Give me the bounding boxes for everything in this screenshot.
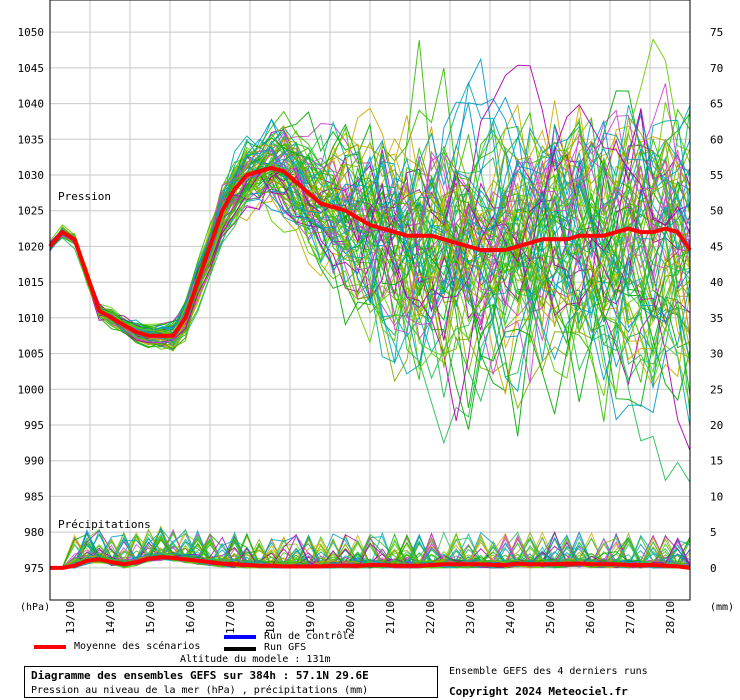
plot-frame — [49, 0, 691, 601]
y-tick-left: 1000 — [18, 383, 45, 396]
x-tick-label: 26/10 — [584, 601, 597, 634]
y-tick-right: 30 — [710, 348, 723, 361]
y-tick-right: 60 — [710, 133, 723, 146]
y-tick-right: 15 — [710, 455, 723, 468]
ensemble-member-line — [49, 143, 691, 380]
y-tick-left: 995 — [24, 419, 44, 432]
ensemble-member-line — [49, 149, 691, 344]
ensemble-member-line — [49, 141, 691, 368]
mean-series-layer — [48, 165, 692, 570]
y-tick-right: 20 — [710, 419, 723, 432]
axis-layer: 1050104510401035103010251020101510101005… — [18, 26, 724, 634]
ensemble-member-line — [49, 107, 691, 366]
y-tick-right: 5 — [710, 526, 717, 539]
y-tick-left: 980 — [24, 526, 44, 539]
y-tick-right: 25 — [710, 383, 723, 396]
y-tick-right: 35 — [710, 312, 723, 325]
ensemble-member-line — [49, 161, 691, 358]
y-tick-right: 65 — [710, 98, 723, 111]
legend-control-label: Run de contrôle — [264, 631, 355, 642]
x-tick-label: 22/10 — [424, 601, 437, 634]
copyright: Copyright 2024 Meteociel.fr — [449, 685, 628, 698]
altitude-note: Altitude du modele : 131m — [180, 654, 331, 665]
x-tick-label: 14/10 — [104, 601, 117, 634]
y-tick-left: 1040 — [18, 98, 45, 111]
pressure-label: Pression — [58, 190, 111, 203]
y-tick-left: 990 — [24, 455, 44, 468]
y-tick-right: 50 — [710, 205, 723, 218]
x-tick-label: 18/10 — [264, 601, 277, 634]
x-tick-label: 28/10 — [664, 601, 677, 634]
ensemble-member-line — [49, 96, 691, 381]
chart-title: Diagramme des ensembles GEFS sur 384h : … — [31, 669, 369, 682]
y-tick-right: 75 — [710, 26, 723, 39]
ensemble-member-line — [49, 116, 691, 342]
y-tick-right: 0 — [710, 562, 717, 575]
legend-gfs-swatch — [224, 647, 256, 651]
y-tick-left: 1005 — [18, 348, 45, 361]
x-tick-label: 16/10 — [184, 601, 197, 634]
y-tick-left: 985 — [24, 490, 44, 503]
x-tick-label: 21/10 — [384, 601, 397, 634]
runs-note: Ensemble GEFS des 4 derniers runs — [449, 666, 648, 677]
legend-gfs-label: Run GFS — [264, 642, 307, 653]
x-tick-label: 25/10 — [544, 601, 557, 634]
y-tick-left: 1010 — [18, 312, 45, 325]
legend-control-swatch — [224, 635, 256, 639]
precip-label: Précipitations — [58, 518, 151, 531]
y-tick-left: 1025 — [18, 205, 45, 218]
y-tick-left: 1050 — [18, 26, 45, 39]
x-tick-label: 17/10 — [224, 601, 237, 634]
x-tick-label: 27/10 — [624, 601, 637, 634]
x-tick-label: 19/10 — [304, 601, 317, 634]
y-tick-right: 40 — [710, 276, 723, 289]
legend-mean-label: Moyenne des scénarios — [74, 641, 201, 652]
legend-mean-swatch — [34, 645, 66, 649]
mean-precip-line — [50, 555, 691, 570]
y-tick-left: 1015 — [18, 276, 45, 289]
mean-pressure-line — [48, 165, 692, 338]
ensemble-member-line — [49, 142, 691, 343]
y-tick-left: 975 — [24, 562, 44, 575]
y-tick-left: 1020 — [18, 240, 45, 253]
y-tick-right: 55 — [710, 169, 723, 182]
y-tick-left: 1045 — [18, 62, 45, 75]
ensemble-member-line — [49, 118, 691, 361]
y-tick-right: 10 — [710, 490, 723, 503]
caption-box: Diagramme des ensembles GEFS sur 384h : … — [24, 666, 438, 698]
ylabel-right: (mm) — [710, 602, 734, 613]
y-tick-right: 70 — [710, 62, 723, 75]
x-tick-label: 23/10 — [464, 601, 477, 634]
y-tick-left: 1035 — [18, 133, 45, 146]
y-tick-left: 1030 — [18, 169, 45, 182]
x-tick-label: 15/10 — [144, 601, 157, 634]
ylabel-left: (hPa) — [20, 602, 50, 613]
y-tick-right: 45 — [710, 240, 723, 253]
x-tick-label: 24/10 — [504, 601, 517, 634]
x-tick-label: 13/10 — [64, 601, 77, 634]
x-tick-label: 20/10 — [344, 601, 357, 634]
chart-subtitle: Pression au niveau de la mer (hPa) , pré… — [31, 685, 369, 696]
